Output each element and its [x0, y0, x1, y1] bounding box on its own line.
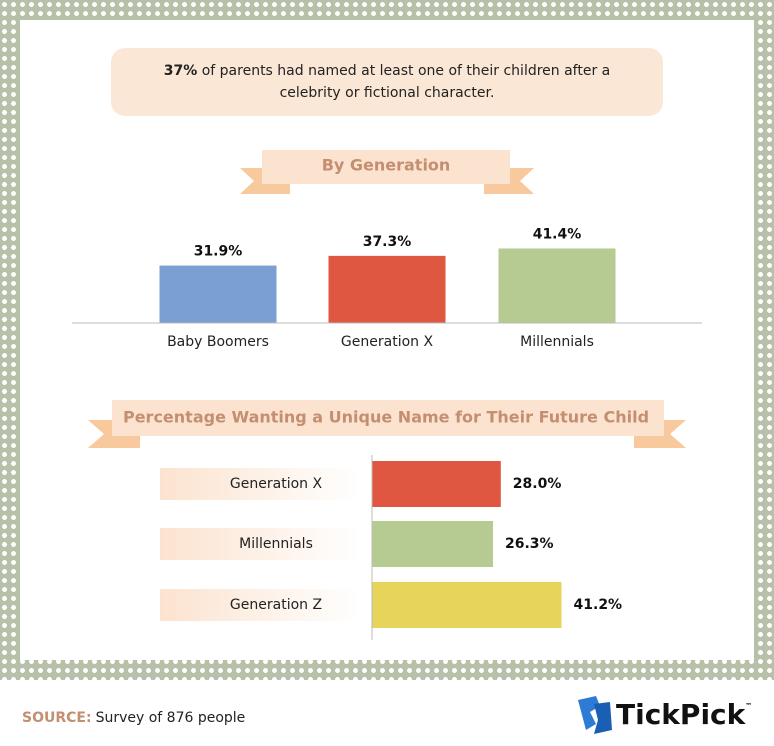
x-tick-label: Baby Boomers	[167, 334, 269, 350]
callout-highlight: 37%	[163, 63, 198, 79]
value-label: 31.9%	[194, 244, 243, 260]
logo-mark: ™	[745, 702, 752, 710]
ribbon	[240, 150, 534, 194]
ribbon	[88, 400, 686, 448]
bar	[159, 265, 277, 323]
bar	[372, 521, 493, 567]
logo-name: TickPick	[616, 698, 747, 731]
x-tick-label: Millennials	[520, 334, 594, 350]
value-label: 26.3%	[505, 536, 554, 552]
value-label: 28.0%	[513, 476, 562, 492]
source-label: SOURCE:	[22, 710, 92, 726]
x-tick-label: Generation X	[341, 334, 434, 350]
label-box	[160, 468, 360, 500]
y-tick-label: Millennials	[239, 536, 313, 552]
bar	[498, 248, 616, 323]
y-tick-label: Generation X	[230, 476, 323, 492]
chart-title: By Generation	[322, 156, 451, 175]
chart-title: Percentage Wanting a Unique Name for The…	[123, 408, 649, 427]
logo: TickPick™	[616, 698, 752, 731]
source-text: Survey of 876 people	[96, 710, 246, 726]
callout-text: 37% of parents had named at least one of…	[145, 60, 629, 104]
callout: 37% of parents had named at least one of…	[111, 48, 663, 116]
bar	[372, 461, 501, 507]
logo-icon	[578, 696, 612, 734]
bar	[328, 255, 446, 323]
value-label: 41.2%	[574, 597, 623, 613]
value-label: 41.4%	[533, 226, 582, 242]
label-box	[160, 528, 360, 560]
y-tick-label: Generation Z	[230, 597, 322, 613]
source: SOURCE: Survey of 876 people	[22, 710, 245, 726]
bar	[372, 582, 562, 628]
label-box	[160, 589, 360, 621]
value-label: 37.3%	[363, 234, 412, 250]
callout-body: of parents had named at least one of the…	[201, 63, 611, 101]
